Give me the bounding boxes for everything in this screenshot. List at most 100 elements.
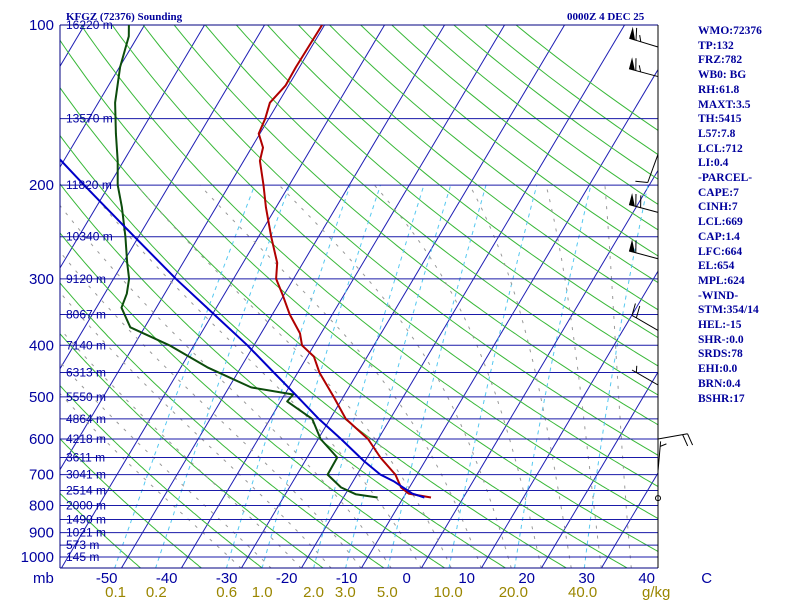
isotherm-line <box>600 471 658 568</box>
temperature-tick-label: 40 <box>638 570 655 587</box>
height-label: 4218 m <box>66 432 106 446</box>
barb-pennant <box>629 239 635 253</box>
temperature-tick-label: -30 <box>216 570 238 587</box>
isotherm-line <box>480 270 658 568</box>
wind-barb <box>631 303 659 331</box>
index-line: MPL:624 <box>698 274 745 287</box>
dry-adiabat-line <box>297 25 658 311</box>
barb-feather <box>639 35 642 42</box>
wind-barb-column <box>628 25 694 568</box>
index-line: EL:654 <box>698 260 735 273</box>
barb-staff <box>628 68 659 78</box>
dry-adiabat-line <box>111 25 658 488</box>
moist-adiabat-line <box>60 251 362 568</box>
height-label: 4864 m <box>66 412 106 426</box>
index-line: HEL:-15 <box>698 319 742 332</box>
mixing-ratio-line <box>583 184 649 568</box>
wind-barb <box>635 154 659 183</box>
wind-barb <box>631 365 659 386</box>
height-label: 9120 m <box>66 272 106 286</box>
station-title: KFGZ (72376) Sounding <box>66 11 183 23</box>
barb-pennant <box>629 193 635 207</box>
index-line: TH:5415 <box>698 113 742 126</box>
dry-adiabat-line <box>60 86 628 568</box>
temperature-tick-label: -40 <box>156 570 178 587</box>
wind-barb <box>629 26 659 48</box>
pressure-tick-label: 200 <box>29 177 54 194</box>
mixing-ratio-tick-label: 40.0 <box>568 584 597 600</box>
mixing-ratio-line <box>225 184 351 568</box>
temperature-tick-label: 30 <box>578 570 595 587</box>
wind-barb <box>655 495 661 502</box>
dry-adiabat-line <box>266 25 658 339</box>
pressure-unit-label: mb <box>33 570 54 587</box>
index-line: CAPE:7 <box>698 186 739 199</box>
moist-adiabat-line <box>604 185 632 568</box>
temperature-tick-label: -20 <box>276 570 298 587</box>
index-line: EHI:0.0 <box>698 363 738 376</box>
temperature-tick-label: 10 <box>458 570 475 587</box>
moist-adiabat-line <box>85 184 422 568</box>
pressure-tick-label: 1000 <box>21 549 54 566</box>
wind-barb <box>657 441 667 472</box>
sounding-indices-panel: WMO:72376 TP:132 FRZ:782 WB0: BG RH:61.8 MAXT… <box>698 24 798 406</box>
moist-adiabat-line <box>136 184 452 568</box>
index-line: CINH:7 <box>698 201 738 214</box>
isotherm-line <box>120 25 446 568</box>
mixing-ratio-unit-label: g/kg <box>642 584 670 600</box>
isotherm-line <box>60 25 206 269</box>
dry-adiabat-line <box>328 25 658 284</box>
isotherm-line <box>60 25 266 370</box>
height-label: 8067 m <box>66 307 106 321</box>
temperature-tick-label: C <box>701 570 712 587</box>
isotherm-line <box>540 371 658 568</box>
dry-adiabat-line <box>60 232 446 568</box>
dry-adiabat-line <box>60 385 263 568</box>
index-line: LCL:712 <box>698 142 743 155</box>
mixing-ratio-tick-label: 20.0 <box>499 584 528 600</box>
mixing-ratio-tick-label: 5.0 <box>377 584 398 600</box>
dry-adiabat-line <box>60 438 203 568</box>
wind-barb <box>628 57 659 78</box>
height-label: 3611 m <box>66 450 105 464</box>
height-label: 2000 m <box>66 498 106 512</box>
index-line: L57:7.8 <box>698 127 736 140</box>
barb-feather <box>635 180 648 183</box>
mixing-ratio-line <box>345 184 452 568</box>
barb-feather <box>659 443 667 447</box>
wind-barb <box>628 239 659 260</box>
background-grid <box>60 25 658 568</box>
pressure-tick-label: 600 <box>29 431 54 448</box>
height-label: 5550 m <box>66 390 106 404</box>
index-line: -PARCEL- <box>698 172 753 185</box>
temperature-tick-label: -10 <box>336 570 358 587</box>
dry-adiabat-line <box>235 25 658 367</box>
height-label: 2514 m <box>66 484 106 498</box>
mixing-ratio-tick-label: 0.2 <box>146 584 167 600</box>
barb-feather <box>638 65 642 72</box>
index-line: SRDS:78 <box>698 348 743 361</box>
mixing-ratio-line <box>313 184 425 568</box>
wind-barb <box>657 433 694 447</box>
height-label: 573 m <box>66 538 99 552</box>
pressure-tick-label: 300 <box>29 271 54 288</box>
dry-adiabat-line <box>60 492 142 568</box>
barb-feather <box>635 27 638 41</box>
dry-adiabat-line <box>60 282 385 568</box>
dry-adiabat-line <box>60 183 507 568</box>
barb-pennant <box>629 57 635 71</box>
pressure-tick-label: 100 <box>29 17 54 34</box>
barb-feather <box>635 305 641 319</box>
index-line: MAXT:3.5 <box>698 98 751 111</box>
height-label: 11820 m <box>66 178 112 192</box>
isotherm-line <box>360 68 658 568</box>
pressure-tick-label: 800 <box>29 497 54 514</box>
dry-adiabat-line <box>60 39 658 553</box>
index-line: STM:354/14 <box>698 304 759 317</box>
pressure-tick-label: 700 <box>29 467 54 484</box>
barb-feather <box>631 303 636 316</box>
moist-adiabat-line <box>199 184 482 568</box>
index-line: BRN:0.4 <box>698 377 741 390</box>
height-label: 1490 m <box>66 512 106 526</box>
